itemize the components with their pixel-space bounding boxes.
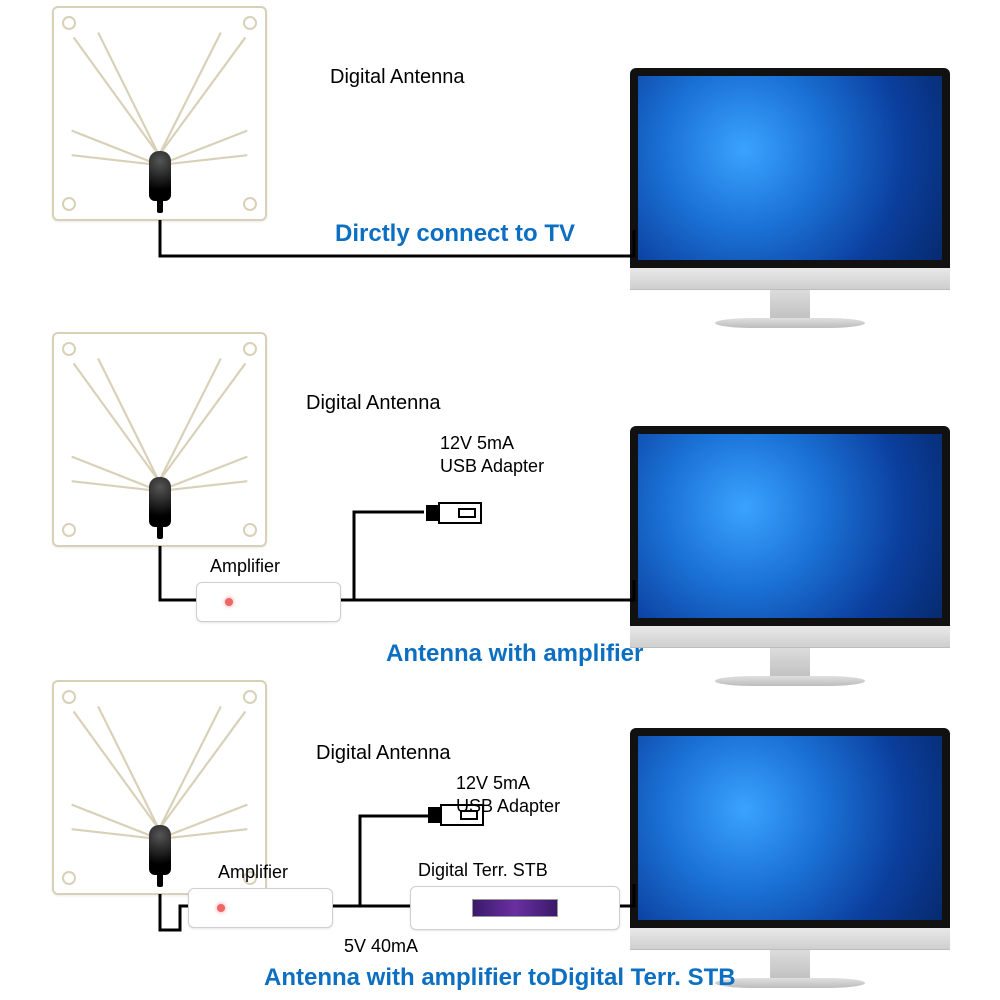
caption-3: Antenna with amplifier toDigital Terr. S… [264, 964, 736, 992]
antenna-label-3: Digital Antenna [316, 742, 451, 765]
current-label-3: 5V 40mA [344, 936, 418, 957]
amp-label-3: Amplifier [218, 862, 288, 883]
diagram-root: Digital Antenna Dirctly connect to TV [0, 0, 1000, 1000]
wires-3 [0, 0, 1000, 1000]
stb-label-3: Digital Terr. STB [418, 860, 548, 881]
usb-label-3: 12V 5mAUSB Adapter [456, 772, 560, 817]
